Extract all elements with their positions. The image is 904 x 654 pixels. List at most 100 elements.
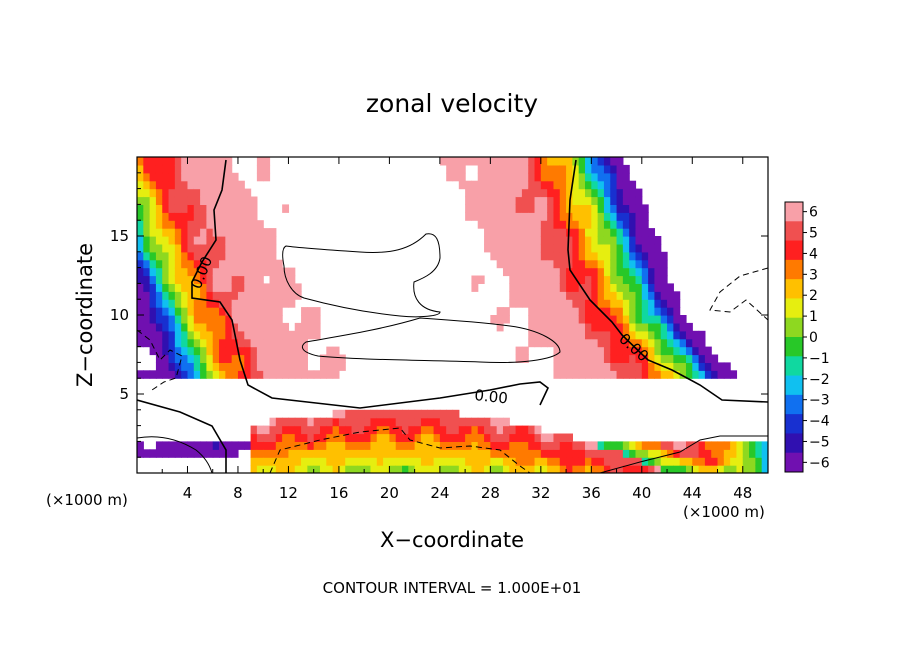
field-cell xyxy=(219,449,226,458)
field-cell xyxy=(187,220,195,229)
field-cell xyxy=(528,307,536,316)
field-cell xyxy=(187,172,195,182)
field-cell xyxy=(212,251,220,261)
field-cell xyxy=(534,236,542,245)
field-cell xyxy=(547,315,555,324)
field-cell xyxy=(610,157,618,166)
field-cell xyxy=(521,275,529,284)
field-cell xyxy=(641,212,649,221)
field-cell xyxy=(616,243,624,253)
field-cell xyxy=(547,338,555,348)
field-cell xyxy=(288,346,296,356)
field-cell xyxy=(269,291,277,300)
colorbar-swatch xyxy=(785,337,803,357)
field-cell xyxy=(187,441,195,450)
field-cell xyxy=(603,457,611,466)
field-cell xyxy=(244,338,252,348)
field-cell xyxy=(622,204,630,213)
field-cell xyxy=(256,275,264,284)
colorbar-swatch xyxy=(785,452,803,473)
chart-title: zonal velocity xyxy=(366,89,538,118)
field-cell xyxy=(250,322,258,332)
field-cell xyxy=(471,157,479,166)
field-cell xyxy=(484,465,491,473)
field-cell xyxy=(717,441,725,450)
field-cell xyxy=(572,315,580,324)
field-cell xyxy=(591,196,599,205)
field-cell xyxy=(231,299,239,308)
field-cell xyxy=(345,433,353,442)
field-cell xyxy=(572,259,580,269)
field-cell xyxy=(187,164,195,174)
field-cell xyxy=(547,275,555,284)
field-cell xyxy=(465,196,473,205)
field-cell xyxy=(427,417,435,427)
field-cell xyxy=(433,457,441,466)
field-cell xyxy=(288,417,296,427)
field-cell xyxy=(578,275,586,284)
field-cell xyxy=(597,259,605,269)
field-cell xyxy=(282,299,290,308)
field-cell xyxy=(603,315,611,324)
field-cell xyxy=(509,220,517,229)
colorbar-swatch xyxy=(785,279,803,299)
field-cell xyxy=(547,267,555,277)
field-cell xyxy=(673,457,681,466)
field-cell xyxy=(458,172,466,182)
field-cell xyxy=(250,220,258,229)
field-cell xyxy=(452,425,460,435)
field-cell xyxy=(155,370,163,379)
field-cell xyxy=(673,370,681,379)
field-cell xyxy=(496,457,504,466)
field-cell xyxy=(578,180,586,190)
field-cell xyxy=(622,188,630,198)
x-axis: 4 8 12 16 20 24 28 32 36 40 44 48 xyxy=(161,157,752,502)
field-cell xyxy=(616,449,624,458)
field-cell xyxy=(635,338,643,348)
field-cell xyxy=(370,409,378,419)
field-cell xyxy=(225,251,233,261)
field-cell xyxy=(187,362,195,371)
field-cell xyxy=(515,180,523,190)
field-cell xyxy=(616,267,624,277)
field-cell xyxy=(313,441,321,450)
field-cell xyxy=(616,228,624,237)
field-cell xyxy=(174,291,182,300)
field-cell xyxy=(692,330,700,340)
field-cell xyxy=(162,236,170,245)
field-cell xyxy=(622,180,630,190)
field-cell xyxy=(559,212,567,221)
field-cell xyxy=(231,449,239,458)
field-cell xyxy=(263,251,271,261)
field-cell xyxy=(515,204,523,213)
field-cell xyxy=(635,449,643,458)
field-cell xyxy=(698,362,706,371)
field-cell xyxy=(566,267,573,277)
field-cell xyxy=(313,307,321,316)
field-cell xyxy=(679,457,687,466)
field-cell xyxy=(149,251,157,261)
field-cell xyxy=(547,291,555,300)
field-cell xyxy=(219,220,226,229)
field-cell xyxy=(559,307,567,316)
field-cell xyxy=(553,259,561,269)
field-cell xyxy=(622,354,630,363)
x-tick-label: 28 xyxy=(481,484,500,502)
field-cell xyxy=(155,196,163,205)
field-cell xyxy=(616,204,624,213)
field-cell xyxy=(345,417,353,427)
field-cell xyxy=(540,433,548,442)
field-cell xyxy=(515,172,523,182)
field-cell xyxy=(629,236,637,245)
field-cell xyxy=(654,362,662,371)
field-cell xyxy=(155,236,163,245)
field-cell xyxy=(616,172,624,182)
field-cell xyxy=(181,275,189,284)
field-cell xyxy=(193,315,201,324)
field-cell xyxy=(749,441,756,450)
field-cell xyxy=(534,465,542,473)
field-cell xyxy=(307,370,315,379)
field-cell xyxy=(648,243,656,253)
field-cell xyxy=(471,417,479,427)
